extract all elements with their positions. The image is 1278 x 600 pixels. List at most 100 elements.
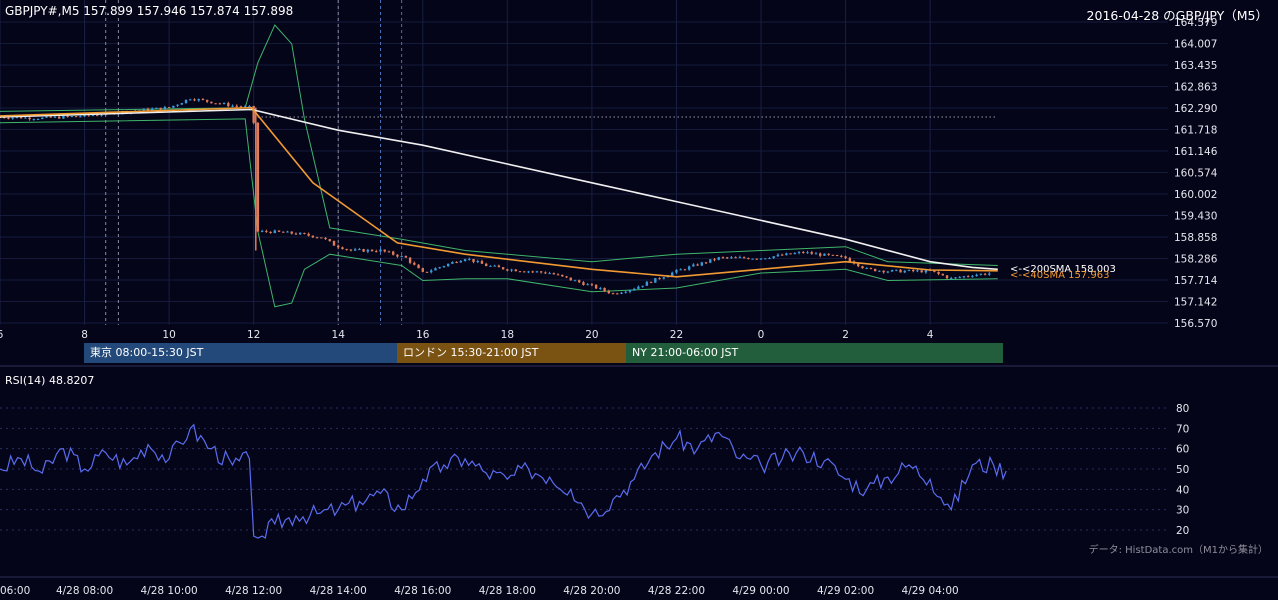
price-tick-label: 159.430 (1174, 211, 1217, 223)
candle-body (172, 105, 175, 108)
candle-body (83, 114, 86, 117)
candle-body (827, 253, 830, 255)
candle-body (954, 277, 957, 279)
candle-body (303, 232, 306, 234)
candle-body (848, 258, 851, 262)
candle-body (451, 262, 454, 264)
candle-body (463, 259, 467, 261)
rsi-tick-label: 80 (1176, 403, 1189, 415)
candle-body (252, 105, 255, 123)
candle-body (315, 237, 319, 239)
candle-body (768, 258, 771, 260)
candle-body (455, 262, 458, 264)
candle-body (404, 255, 408, 258)
candle-body (713, 259, 716, 261)
candle-body (561, 274, 564, 277)
candle-body (345, 249, 348, 251)
candle-body (780, 254, 784, 256)
price-tick-label: 164.007 (1174, 38, 1217, 50)
candle-body (937, 271, 940, 274)
candle-body (759, 258, 763, 260)
price-tick-label: 160.002 (1174, 189, 1217, 201)
candle-body (544, 272, 547, 274)
price-tick-label: 164.579 (1174, 17, 1217, 29)
candle-body (628, 289, 632, 292)
candle-body (176, 104, 179, 106)
candle-body (155, 107, 158, 109)
candle-body (379, 249, 382, 252)
candle-body (654, 278, 657, 283)
candle-body (349, 249, 353, 251)
candle-body (480, 261, 484, 264)
candle-body (476, 261, 479, 263)
time-tick-label: 4/28 18:00 (479, 585, 536, 597)
candle-body (789, 253, 792, 255)
candle-body (662, 277, 665, 279)
candle-body (890, 270, 894, 272)
candle-body (586, 284, 589, 286)
candle-body (421, 268, 424, 272)
time-tick-label: 4/28 22:00 (648, 585, 705, 597)
price-tick-label: 157.714 (1174, 275, 1218, 287)
candle-body (210, 101, 213, 104)
candle-body (869, 268, 873, 270)
candle-body (895, 269, 898, 271)
candle-body (311, 235, 315, 238)
candle-body (53, 116, 57, 118)
candle-body (70, 116, 74, 118)
price-tick-label: 160.574 (1174, 168, 1218, 180)
candle-body (218, 103, 222, 105)
candle-body (62, 115, 65, 119)
candle-body (79, 116, 82, 118)
candle-body (599, 287, 602, 289)
candle-body (776, 254, 780, 257)
candle-body (214, 103, 217, 105)
candle-body (624, 291, 627, 293)
time-tick-label: 06:00 (0, 585, 30, 597)
bollinger-upper-band (0, 24, 998, 266)
candle-body (269, 231, 272, 234)
candle-body (687, 266, 691, 270)
candle-body (74, 116, 78, 118)
candle-body (24, 117, 27, 119)
hour-tick-label: 14 (332, 329, 346, 341)
candle-body (810, 252, 813, 254)
candle-body (802, 252, 805, 254)
candle-body (434, 268, 437, 271)
rsi-tick-label: 40 (1176, 484, 1189, 496)
data-credit: データ: HistData.com（M1から集計） (1088, 545, 1268, 556)
candle-body (683, 269, 687, 271)
candle-body (552, 273, 556, 275)
rsi-chart (0, 423, 1007, 539)
candle-body (594, 284, 598, 289)
candle-body (277, 230, 281, 232)
candle-body (49, 116, 52, 118)
candle-body (366, 249, 370, 252)
time-tick-label: 4/29 04:00 (902, 585, 959, 597)
candle-body (159, 107, 162, 110)
rsi-tick-label: 20 (1176, 525, 1189, 537)
candle-body (400, 255, 403, 257)
candle-body (569, 277, 572, 281)
rsi-tick-label: 30 (1176, 505, 1189, 517)
candle-body (163, 107, 167, 110)
candle-body (641, 285, 644, 287)
candle-body (205, 99, 209, 102)
candle-body (831, 254, 835, 256)
candle-body (96, 115, 99, 117)
time-tick-label: 4/28 12:00 (225, 585, 282, 597)
sma200-label: <-<200SMA 158.003 (1010, 264, 1116, 275)
candle-body (370, 249, 374, 252)
rsi-label: RSI(14) 48.8207 (5, 374, 95, 387)
candle-body (7, 117, 10, 119)
candle-body (573, 280, 577, 282)
candle-body (933, 270, 936, 272)
candle-body (924, 269, 928, 273)
candle-body (222, 103, 226, 105)
candle-body (320, 237, 323, 239)
rsi-tick-label: 50 (1176, 464, 1189, 476)
candle-body (489, 265, 492, 267)
candle-body (907, 269, 911, 271)
candle-body (548, 273, 551, 275)
time-tick-label: 4/28 10:00 (141, 585, 198, 597)
